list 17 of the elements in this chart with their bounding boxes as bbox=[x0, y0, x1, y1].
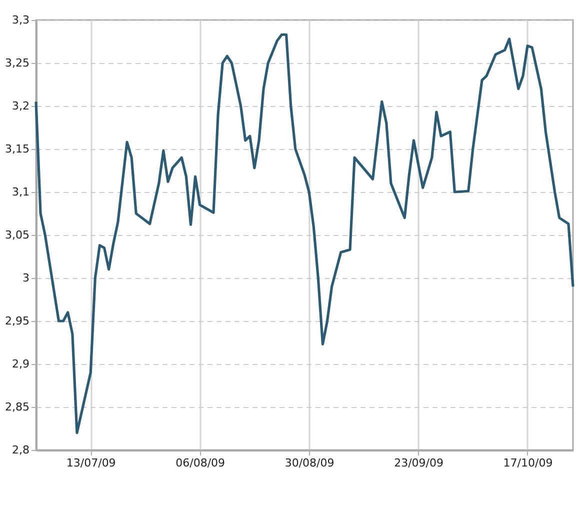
y-tick-label: 3,15 bbox=[5, 142, 30, 156]
y-tick-label: 3,1 bbox=[12, 186, 30, 198]
y-tick-label: 3,2 bbox=[12, 100, 30, 112]
y-tick-label: 2,95 bbox=[5, 314, 30, 328]
line-series bbox=[34, 33, 574, 434]
x-tick-label: 13/07/09 bbox=[66, 456, 116, 470]
y-tick-label: 2,9 bbox=[12, 358, 30, 370]
x-tick-label: 23/09/09 bbox=[394, 456, 444, 470]
y-tick-label: 3,3 bbox=[12, 14, 30, 26]
y-tick-label: 3,25 bbox=[5, 56, 30, 70]
y-tick-label: 2,8 bbox=[12, 444, 30, 456]
x-tick-label: 30/08/09 bbox=[284, 456, 334, 470]
y-tick-label: 3 bbox=[22, 272, 30, 284]
x-tick-label: 17/10/09 bbox=[503, 456, 553, 470]
y-tick-label: 3,05 bbox=[5, 228, 30, 242]
x-tick-label: 06/08/09 bbox=[176, 456, 226, 470]
y-tick-label: 2,85 bbox=[5, 400, 30, 414]
